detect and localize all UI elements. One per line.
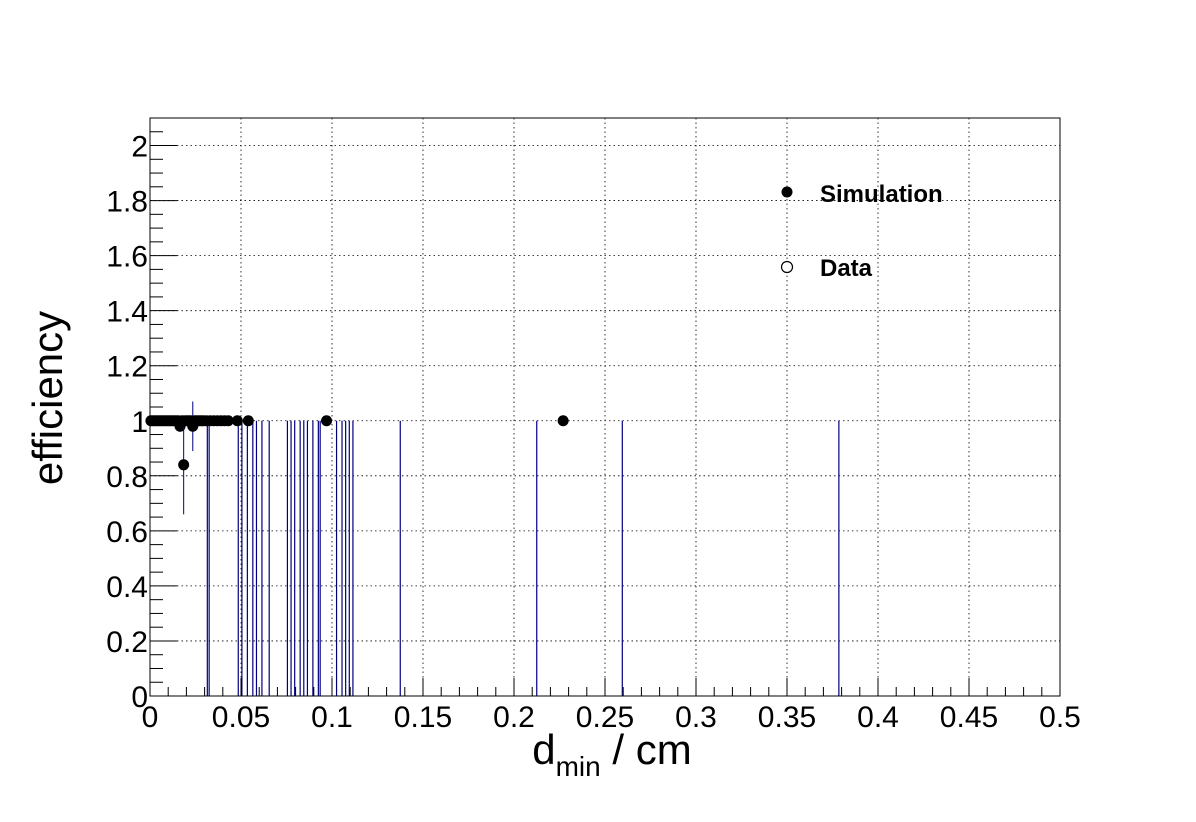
y-tick-label: 1 xyxy=(131,406,148,439)
data-series xyxy=(206,420,840,696)
simulation-point xyxy=(242,415,254,427)
x-tick-label: 0.4 xyxy=(857,701,899,734)
x-tick-label: 0.25 xyxy=(576,701,634,734)
simulation-point xyxy=(231,415,243,427)
y-axis-title: efficiency xyxy=(24,311,71,485)
legend-label-data: Data xyxy=(820,255,873,282)
simulation-point xyxy=(321,415,333,427)
simulation-point xyxy=(178,459,190,471)
y-tick-label: 1.8 xyxy=(106,186,148,219)
y-tick-label: 0.8 xyxy=(106,461,148,494)
x-tick-label: 0.3 xyxy=(675,701,717,734)
x-tick-label: 0.45 xyxy=(940,701,998,734)
x-axis-title: dmin / cm xyxy=(532,726,691,782)
legend: Simulation Data xyxy=(780,181,943,282)
x-axis-title-main: d xyxy=(532,726,555,773)
y-tick-label: 1.2 xyxy=(106,351,148,384)
x-tick-label: 0.05 xyxy=(212,701,270,734)
legend-marker-simulation xyxy=(781,186,793,198)
x-tick-label: 0.1 xyxy=(311,701,353,734)
y-tick-label: 0.4 xyxy=(106,571,148,604)
x-tick-label: 0.5 xyxy=(1039,701,1081,734)
x-tick-label: 0.35 xyxy=(758,701,816,734)
y-tick-label: 0.6 xyxy=(106,516,148,549)
x-axis-title-subscript: min xyxy=(556,751,601,782)
y-tick-label: 0.2 xyxy=(106,626,148,659)
x-axis-title-unit: / cm xyxy=(601,726,692,773)
tick-labels: 0 0.05 0.1 0.15 0.2 0.25 0.3 0.35 0.4 0.45 0.5 0 0.2… xyxy=(106,131,1081,734)
y-tick-label: 0 xyxy=(131,681,148,714)
y-tick-label: 1.6 xyxy=(106,241,148,274)
x-tick-label: 0.2 xyxy=(493,701,535,734)
simulation-point xyxy=(222,415,234,427)
axis-ticks xyxy=(149,117,1061,697)
legend-marker-data xyxy=(780,260,794,274)
simulation-point xyxy=(557,415,569,427)
grid xyxy=(150,118,1061,696)
legend-label-simulation: Simulation xyxy=(820,181,943,208)
y-tick-label: 2 xyxy=(131,131,148,164)
x-tick-label: 0.15 xyxy=(394,701,452,734)
x-tick-label: 0 xyxy=(142,701,159,734)
y-tick-label: 1.4 xyxy=(106,296,148,329)
